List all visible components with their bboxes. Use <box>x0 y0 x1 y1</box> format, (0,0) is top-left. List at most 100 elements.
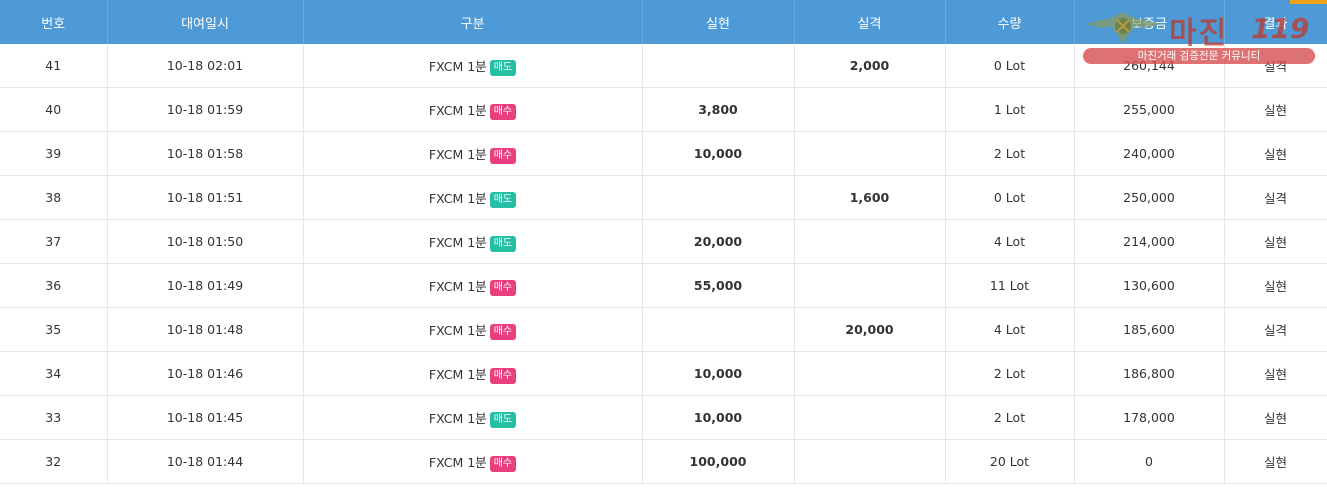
cell-datetime: 10-18 01:51 <box>107 175 304 220</box>
table-row[interactable]: 32 10-18 01:44 FXCM 1분 매수 100,000 20 Lot 0 실현 <box>0 439 1327 484</box>
cell-profit <box>642 307 795 352</box>
cell-profit: 10,000 <box>642 395 795 440</box>
cell-profit: 3,800 <box>642 87 795 132</box>
watermark-subtitle: 마진거래 검증전문 커뮤니티 <box>1083 48 1315 64</box>
buy-badge: 매수 <box>489 367 517 384</box>
column-header-loss[interactable]: 실격 <box>794 0 946 44</box>
cell-deposit: 186,800 <box>1074 351 1225 396</box>
cell-number: 35 <box>0 307 108 352</box>
cell-result[interactable]: 실현 <box>1224 219 1327 264</box>
cell-category: FXCM 1분 매도 <box>303 175 643 220</box>
cell-deposit: 0 <box>1074 439 1225 484</box>
instrument-label: FXCM 1분 <box>428 366 487 382</box>
cell-number: 36 <box>0 263 108 308</box>
cell-quantity: 4 Lot <box>945 219 1075 264</box>
instrument-label: FXCM 1분 <box>428 410 487 426</box>
cell-category: FXCM 1분 매도 <box>303 219 643 264</box>
buy-badge: 매수 <box>489 147 517 164</box>
table-row[interactable]: 39 10-18 01:58 FXCM 1분 매수 10,000 2 Lot 240,000… <box>0 131 1327 176</box>
cell-number: 40 <box>0 87 108 132</box>
cell-result[interactable]: 실격 <box>1224 175 1327 220</box>
instrument-label: FXCM 1분 <box>428 454 487 470</box>
cell-quantity: 20 Lot <box>945 439 1075 484</box>
cell-result[interactable]: 실현 <box>1224 351 1327 396</box>
table-row[interactable]: 34 10-18 01:46 FXCM 1분 매수 10,000 2 Lot 186,800… <box>0 351 1327 396</box>
cell-number: 34 <box>0 351 108 396</box>
cell-loss <box>794 395 946 440</box>
cell-profit: 55,000 <box>642 263 795 308</box>
buy-badge: 매수 <box>489 455 517 472</box>
cell-loss <box>794 263 946 308</box>
watermark-number: 119 <box>1251 12 1310 45</box>
cell-loss: 20,000 <box>794 307 946 352</box>
instrument-label: FXCM 1분 <box>428 278 487 294</box>
cell-category: FXCM 1분 매수 <box>303 263 643 308</box>
table-row[interactable]: 40 10-18 01:59 FXCM 1분 매수 3,800 1 Lot 255,000 실… <box>0 87 1327 132</box>
instrument-label: FXCM 1분 <box>428 190 487 206</box>
eagle-emblem-icon <box>1085 12 1161 44</box>
table-row[interactable]: 36 10-18 01:49 FXCM 1분 매수 55,000 11 Lot 130,60… <box>0 263 1327 308</box>
cell-loss <box>794 439 946 484</box>
cell-datetime: 10-18 01:45 <box>107 395 304 440</box>
cell-category: FXCM 1분 매도 <box>303 44 643 88</box>
column-header-datetime[interactable]: 대여일시 <box>107 0 304 44</box>
buy-badge: 매수 <box>489 323 517 340</box>
cell-loss: 2,000 <box>794 44 946 88</box>
sell-badge: 매도 <box>489 59 517 76</box>
cell-profit: 100,000 <box>642 439 795 484</box>
corner-accent <box>1290 0 1327 4</box>
cell-datetime: 10-18 01:58 <box>107 131 304 176</box>
cell-result[interactable]: 실격 <box>1224 307 1327 352</box>
cell-deposit: 185,600 <box>1074 307 1225 352</box>
column-header-category[interactable]: 구분 <box>303 0 643 44</box>
cell-number: 37 <box>0 219 108 264</box>
cell-datetime: 10-18 01:59 <box>107 87 304 132</box>
cell-result[interactable]: 실현 <box>1224 263 1327 308</box>
cell-profit <box>642 44 795 88</box>
column-header-quantity[interactable]: 수량 <box>945 0 1075 44</box>
cell-number: 32 <box>0 439 108 484</box>
cell-quantity: 11 Lot <box>945 263 1075 308</box>
instrument-label: FXCM 1분 <box>428 146 487 162</box>
buy-badge: 매수 <box>489 103 517 120</box>
watermark-logo: 마진 119 마진거래 검증전문 커뮤니티 <box>1083 10 1315 64</box>
header-row: 번호 대여일시 구분 실현 실격 수량 보증금 결과 <box>0 0 1327 44</box>
sell-badge: 매도 <box>489 235 517 252</box>
cell-datetime: 10-18 01:49 <box>107 263 304 308</box>
cell-deposit: 130,600 <box>1074 263 1225 308</box>
cell-loss <box>794 219 946 264</box>
cell-result[interactable]: 실현 <box>1224 131 1327 176</box>
column-header-number[interactable]: 번호 <box>0 0 108 44</box>
table-body: 41 10-18 02:01 FXCM 1분 매도 2,000 0 Lot 260,144 실… <box>0 44 1327 484</box>
cell-profit: 20,000 <box>642 219 795 264</box>
cell-category: FXCM 1분 매수 <box>303 439 643 484</box>
instrument-label: FXCM 1분 <box>428 58 487 74</box>
cell-loss <box>794 87 946 132</box>
table-row[interactable]: 33 10-18 01:45 FXCM 1분 매도 10,000 2 Lot 178,000… <box>0 395 1327 440</box>
cell-quantity: 0 Lot <box>945 175 1075 220</box>
cell-loss <box>794 131 946 176</box>
table-row[interactable]: 37 10-18 01:50 FXCM 1분 매도 20,000 4 Lot 214,000… <box>0 219 1327 264</box>
cell-deposit: 255,000 <box>1074 87 1225 132</box>
column-header-profit[interactable]: 실현 <box>642 0 795 44</box>
sell-badge: 매도 <box>489 191 517 208</box>
cell-quantity: 0 Lot <box>945 44 1075 88</box>
cell-profit: 10,000 <box>642 131 795 176</box>
cell-category: FXCM 1분 매수 <box>303 87 643 132</box>
table-row[interactable]: 35 10-18 01:48 FXCM 1분 매수 20,000 4 Lot 185,600… <box>0 307 1327 352</box>
cell-number: 39 <box>0 131 108 176</box>
cell-result[interactable]: 실현 <box>1224 87 1327 132</box>
cell-category: FXCM 1분 매수 <box>303 131 643 176</box>
table-row[interactable]: 38 10-18 01:51 FXCM 1분 매도 1,600 0 Lot 250,000 실… <box>0 175 1327 220</box>
column-header-result[interactable]: 결과 <box>1224 0 1327 44</box>
buy-badge: 매수 <box>489 279 517 296</box>
instrument-label: FXCM 1분 <box>428 102 487 118</box>
cell-result[interactable]: 실현 <box>1224 439 1327 484</box>
cell-number: 41 <box>0 44 108 88</box>
table-row[interactable]: 41 10-18 02:01 FXCM 1분 매도 2,000 0 Lot 260,144 실… <box>0 44 1327 88</box>
cell-datetime: 10-18 01:44 <box>107 439 304 484</box>
cell-quantity: 2 Lot <box>945 351 1075 396</box>
cell-quantity: 1 Lot <box>945 87 1075 132</box>
cell-result[interactable]: 실현 <box>1224 395 1327 440</box>
cell-datetime: 10-18 01:48 <box>107 307 304 352</box>
